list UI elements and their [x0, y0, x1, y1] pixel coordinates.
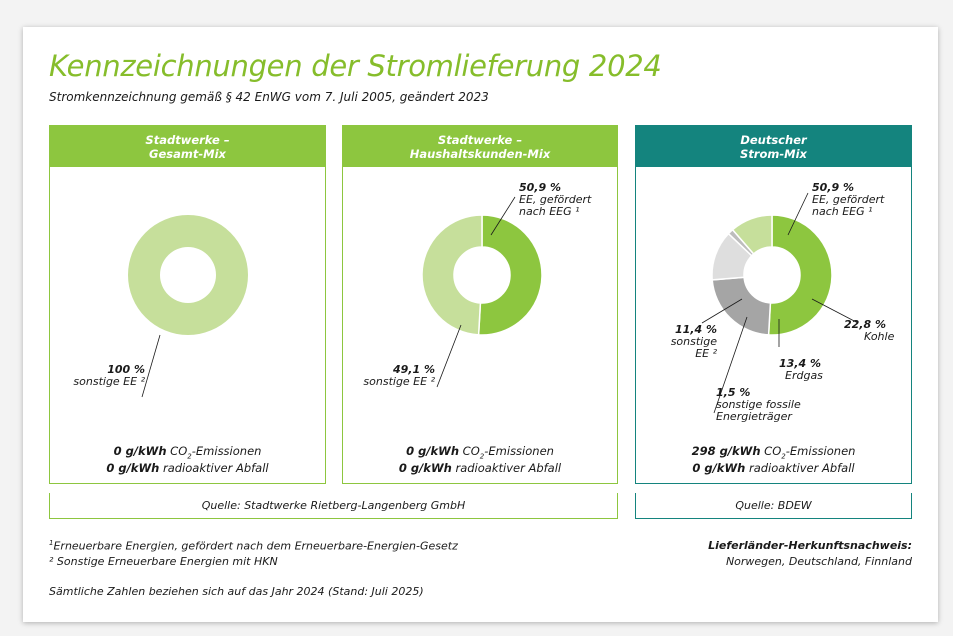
panel-header-line1: Deutscher	[740, 132, 807, 147]
label-text: nach EEG ¹	[812, 205, 873, 218]
co2-subscript: 2	[781, 452, 786, 461]
panel-header: Stadtwerke – Haushaltskunden-Mix	[343, 126, 617, 167]
co2-emissions: 0 g/kWh CO2-Emissionen	[50, 444, 325, 460]
waste-value: 0 g/kWh	[106, 461, 160, 475]
panel-gesamt-mix: Stadtwerke – Gesamt-Mix 100 % sonstige E…	[49, 125, 326, 484]
footnote-2: ² Sonstige Erneuerbare Energien mit HKN	[49, 555, 278, 568]
slice-sonstige-ee	[731, 214, 773, 255]
leader-line-ee-gefoerdert	[490, 196, 516, 236]
co2-emissions: 0 g/kWh CO2-Emissionen	[343, 444, 617, 460]
label-text: Erdgas	[785, 369, 823, 382]
label-ee-gefoerdert: 50,9 % EE, gefördert nach EEG ¹	[519, 182, 591, 218]
page-title: Kennzeichnungen der Stromlieferung 2024	[49, 49, 662, 83]
label-sonstige-ee: 11,4 % sonstige EE ²	[671, 324, 717, 360]
label-text: sonstige	[670, 335, 717, 348]
label-pct: 50,9 %	[812, 181, 854, 194]
slice-ee-gefördert-nach-eeg	[477, 214, 543, 336]
waste-label: radioaktiver Abfall	[745, 461, 855, 475]
leader-line-sonstige-ee	[701, 298, 743, 324]
co2-value: 298 g/kWh	[691, 444, 761, 458]
label-sonstige-ee: 49,1 % sonstige EE ²	[363, 364, 435, 388]
slice-kohle	[711, 276, 772, 336]
label-text: sonstige EE ²	[73, 375, 145, 388]
panel-header-line2: Strom-Mix	[740, 146, 807, 161]
co2-subscript: 2	[187, 452, 192, 461]
label-text: Energieträger	[716, 410, 792, 423]
waste-label: radioaktiver Abfall	[159, 461, 269, 475]
donut-chart-gesamt-mix	[128, 215, 248, 398]
waste-value: 0 g/kWh	[398, 461, 452, 475]
origin-countries: Norwegen, Deutschland, Finnland	[725, 555, 912, 568]
label-pct: 22,8 %	[844, 318, 886, 331]
source-bdew: Quelle: BDEW	[635, 493, 912, 519]
co2-label: CO	[166, 444, 188, 458]
leader-line-sonstige-fossile	[713, 316, 748, 414]
label-ee-gefoerdert: 50,9 % EE, gefördert nach EEG ¹	[812, 182, 884, 218]
leader-line-ee-gefoerdert	[787, 192, 809, 236]
label-text: EE, gefördert	[519, 193, 592, 206]
panel-header: Stadtwerke – Gesamt-Mix	[50, 126, 325, 167]
label-text: Kohle	[864, 330, 895, 343]
co2-emissions: 298 g/kWh CO2-Emissionen	[636, 444, 911, 460]
panel-header-line1: Stadtwerke –	[145, 132, 230, 147]
panel-header: Deutscher Strom-Mix	[636, 126, 911, 167]
panel-header-line2: Gesamt-Mix	[149, 146, 226, 161]
page-subtitle: Stromkennzeichnung gemäß § 42 EnWG vom 7…	[49, 90, 489, 104]
footnote-1: 1Erneuerbare Energien, gefördert nach de…	[49, 539, 458, 553]
label-pct: 100 %	[107, 363, 145, 376]
label-text: sonstige fossile	[716, 398, 801, 411]
label-text: EE, gefördert	[812, 193, 885, 206]
co2-suffix: -Emissionen	[785, 444, 856, 458]
note-stand: Sämtliche Zahlen beziehen sich auf das J…	[49, 585, 424, 598]
label-pct: 1,5 %	[716, 386, 751, 399]
leader-line-sonstige-ee	[436, 324, 462, 388]
label-pct: 50,9 %	[519, 181, 561, 194]
label-sonstige-fossile: 1,5 % sonstige fossile Energieträger	[716, 387, 801, 423]
origin-title: Lieferländer-Herkunftsnachweis:	[708, 539, 912, 552]
panel-header-line1: Stadtwerke –	[437, 132, 523, 147]
label-pct: 49,1 %	[393, 363, 435, 376]
stromkennzeichnung-card: Kennzeichnungen der Stromlieferung 2024 …	[23, 27, 938, 622]
leader-line-kohle	[811, 298, 859, 324]
label-erdgas: 13,4 % Erdgas	[779, 358, 823, 382]
slice-sonstige-ee	[128, 215, 248, 335]
co2-suffix: -Emissionen	[484, 444, 554, 458]
label-sonstige-ee: 100 % sonstige EE ²	[73, 364, 145, 388]
radioactive-waste: 0 g/kWh radioaktiver Abfall	[343, 461, 617, 475]
footnote-1-mark: 1	[49, 539, 54, 547]
label-pct: 11,4 %	[675, 323, 717, 336]
co2-value: 0 g/kWh	[406, 444, 460, 458]
label-kohle: 22,8 % Kohle	[844, 319, 894, 343]
label-text: nach EEG ¹	[519, 205, 580, 218]
label-pct: 13,4 %	[779, 357, 821, 370]
co2-label: CO	[760, 444, 782, 458]
co2-value: 0 g/kWh	[113, 444, 167, 458]
donut-chart-deutscher-strom-mix	[701, 192, 859, 414]
panel-haushaltskunden-mix: Stadtwerke – Haushaltskunden-Mix 50,9 % …	[342, 125, 618, 484]
leader-line-sonstige-ee	[141, 334, 161, 398]
label-text: sonstige EE ²	[363, 375, 435, 388]
co2-suffix: -Emissionen	[191, 444, 262, 458]
slice-sonstige-ee	[421, 214, 483, 336]
co2-subscript: 2	[479, 452, 485, 461]
donut-chart-haushaltskunden-mix	[421, 196, 543, 388]
co2-label: CO	[459, 444, 480, 458]
waste-label: radioaktiver Abfall	[451, 461, 562, 475]
radioactive-waste: 0 g/kWh radioaktiver Abfall	[50, 461, 325, 475]
radioactive-waste: 0 g/kWh radioaktiver Abfall	[636, 461, 911, 475]
waste-value: 0 g/kWh	[692, 461, 746, 475]
source-stadtwerke: Quelle: Stadtwerke Rietberg-Langenberg G…	[49, 493, 618, 519]
label-text: EE ²	[695, 347, 717, 360]
panel-header-line2: Haushaltskunden-Mix	[409, 146, 551, 161]
panel-deutscher-strom-mix: Deutscher Strom-Mix 50,9 % EE, gefördert…	[635, 125, 912, 484]
footnote-1-text: Erneuerbare Energien, gefördert nach dem…	[53, 539, 458, 553]
slice-ee-gefördert-nach-eeg	[767, 214, 833, 336]
